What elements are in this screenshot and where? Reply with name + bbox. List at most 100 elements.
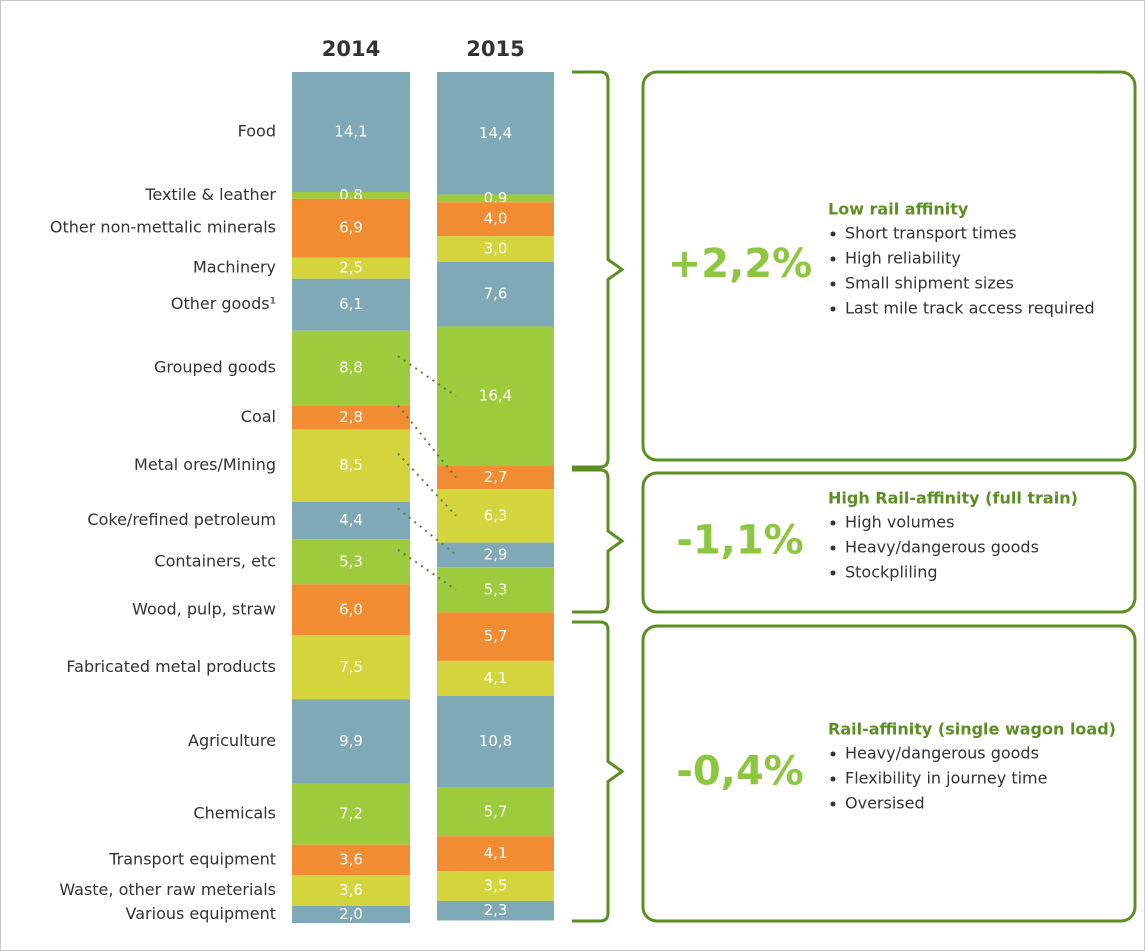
segment [437,194,554,203]
connector [397,355,457,398]
bullet-dot [830,231,836,237]
group-box [641,471,1137,614]
category-label: Other goods¹ [171,294,276,313]
segment-label: 4,4 [339,511,363,529]
segment-label: 4,1 [484,844,508,862]
bullet-dot [830,306,836,312]
bullet-dot [830,281,836,287]
segment [437,695,554,788]
segment [437,900,554,921]
connector [397,452,457,517]
segment-label: 8,5 [339,456,363,474]
group-box [641,624,1137,923]
segment [437,72,554,195]
segment [437,236,554,262]
group-title: Low rail affinity [828,200,969,219]
segment [437,567,554,613]
segment-label: 7,5 [339,658,363,676]
segment-label: 3,5 [484,876,508,894]
segment [292,539,410,585]
segment-label: 6,1 [339,295,363,313]
bullet-text: High volumes [845,513,954,532]
segment [437,261,554,327]
bullet-dot [830,256,836,262]
connector [397,404,457,479]
segment-label: 5,7 [484,802,508,820]
segment [292,501,410,540]
bullet-text: Stockpliling [845,563,938,582]
segment-label: 4,0 [484,210,508,228]
segment-label: 2,8 [339,408,363,426]
segment-label: 3,6 [339,851,363,869]
segment [292,905,410,923]
segment-label: 3,6 [339,881,363,899]
segment [292,875,410,906]
segment [437,660,554,696]
segment-label: 7,6 [484,285,508,303]
segment [292,584,410,636]
category-label: Containers, etc [154,551,276,570]
segment-label: 5,3 [484,580,508,598]
group-change: -1,1% [676,518,804,564]
category-label: Various equipment [126,904,276,923]
bullet-text: Heavy/dangerous goods [845,744,1039,763]
bullet-dot [830,801,836,807]
segment [437,871,554,901]
segment [292,72,410,192]
segment-label: 7,2 [339,805,363,823]
bullet-text: Last mile track access required [845,299,1095,318]
bullet-dot [830,570,836,576]
bullet-dot [830,545,836,551]
bullet-text: Heavy/dangerous goods [845,538,1039,557]
segment-label: 9,9 [339,732,363,750]
segment-label: 2,5 [339,259,363,277]
segment [437,542,554,568]
segment-label: 5,7 [484,627,508,645]
bracket [572,620,625,923]
category-label: Fabricated metal products [66,657,276,676]
segment [292,699,410,784]
category-label: Machinery [193,258,276,277]
segment-label: 6,0 [339,600,363,618]
segment-label: 2,9 [484,545,508,563]
segment-label: 4,1 [484,669,508,687]
segment [437,326,554,467]
segment [292,191,410,199]
segment [292,278,410,331]
segment-label: 2,7 [484,468,508,486]
category-label: Food [238,121,276,140]
category-label: Agriculture [188,731,276,750]
segment [292,844,410,876]
bullet-dot [830,776,836,782]
segment [437,466,554,489]
group-title: Rail-affinity (single wagon load) [828,720,1116,739]
category-label: Textile & leather [144,185,276,204]
bullet-text: Oversised [845,794,925,813]
group-change: -0,4% [676,749,804,795]
segment-label: 3,0 [484,240,508,258]
category-label: Other non-mettalic minerals [50,218,276,237]
category-label: Chemicals [193,804,276,823]
group-title: High Rail-affinity (full train) [828,489,1078,508]
segment [437,202,554,237]
segment [437,836,554,872]
bracket [572,70,625,469]
segment-label: 14,1 [334,122,367,140]
segment-label: 2,3 [484,901,508,919]
segment-label: 6,3 [484,506,508,524]
category-label: Coal [241,407,276,426]
segment [292,405,410,430]
segment [292,783,410,845]
bullet-text: Flexibility in journey time [845,769,1047,788]
segment [437,488,554,543]
segment [292,257,410,279]
connector [397,548,457,591]
column-header: 2015 [466,37,524,61]
segment-label: 8,8 [339,359,363,377]
segment [437,787,554,837]
segment-label: 6,9 [339,219,363,237]
group-change: +2,2% [668,241,812,287]
bracket [572,468,625,614]
